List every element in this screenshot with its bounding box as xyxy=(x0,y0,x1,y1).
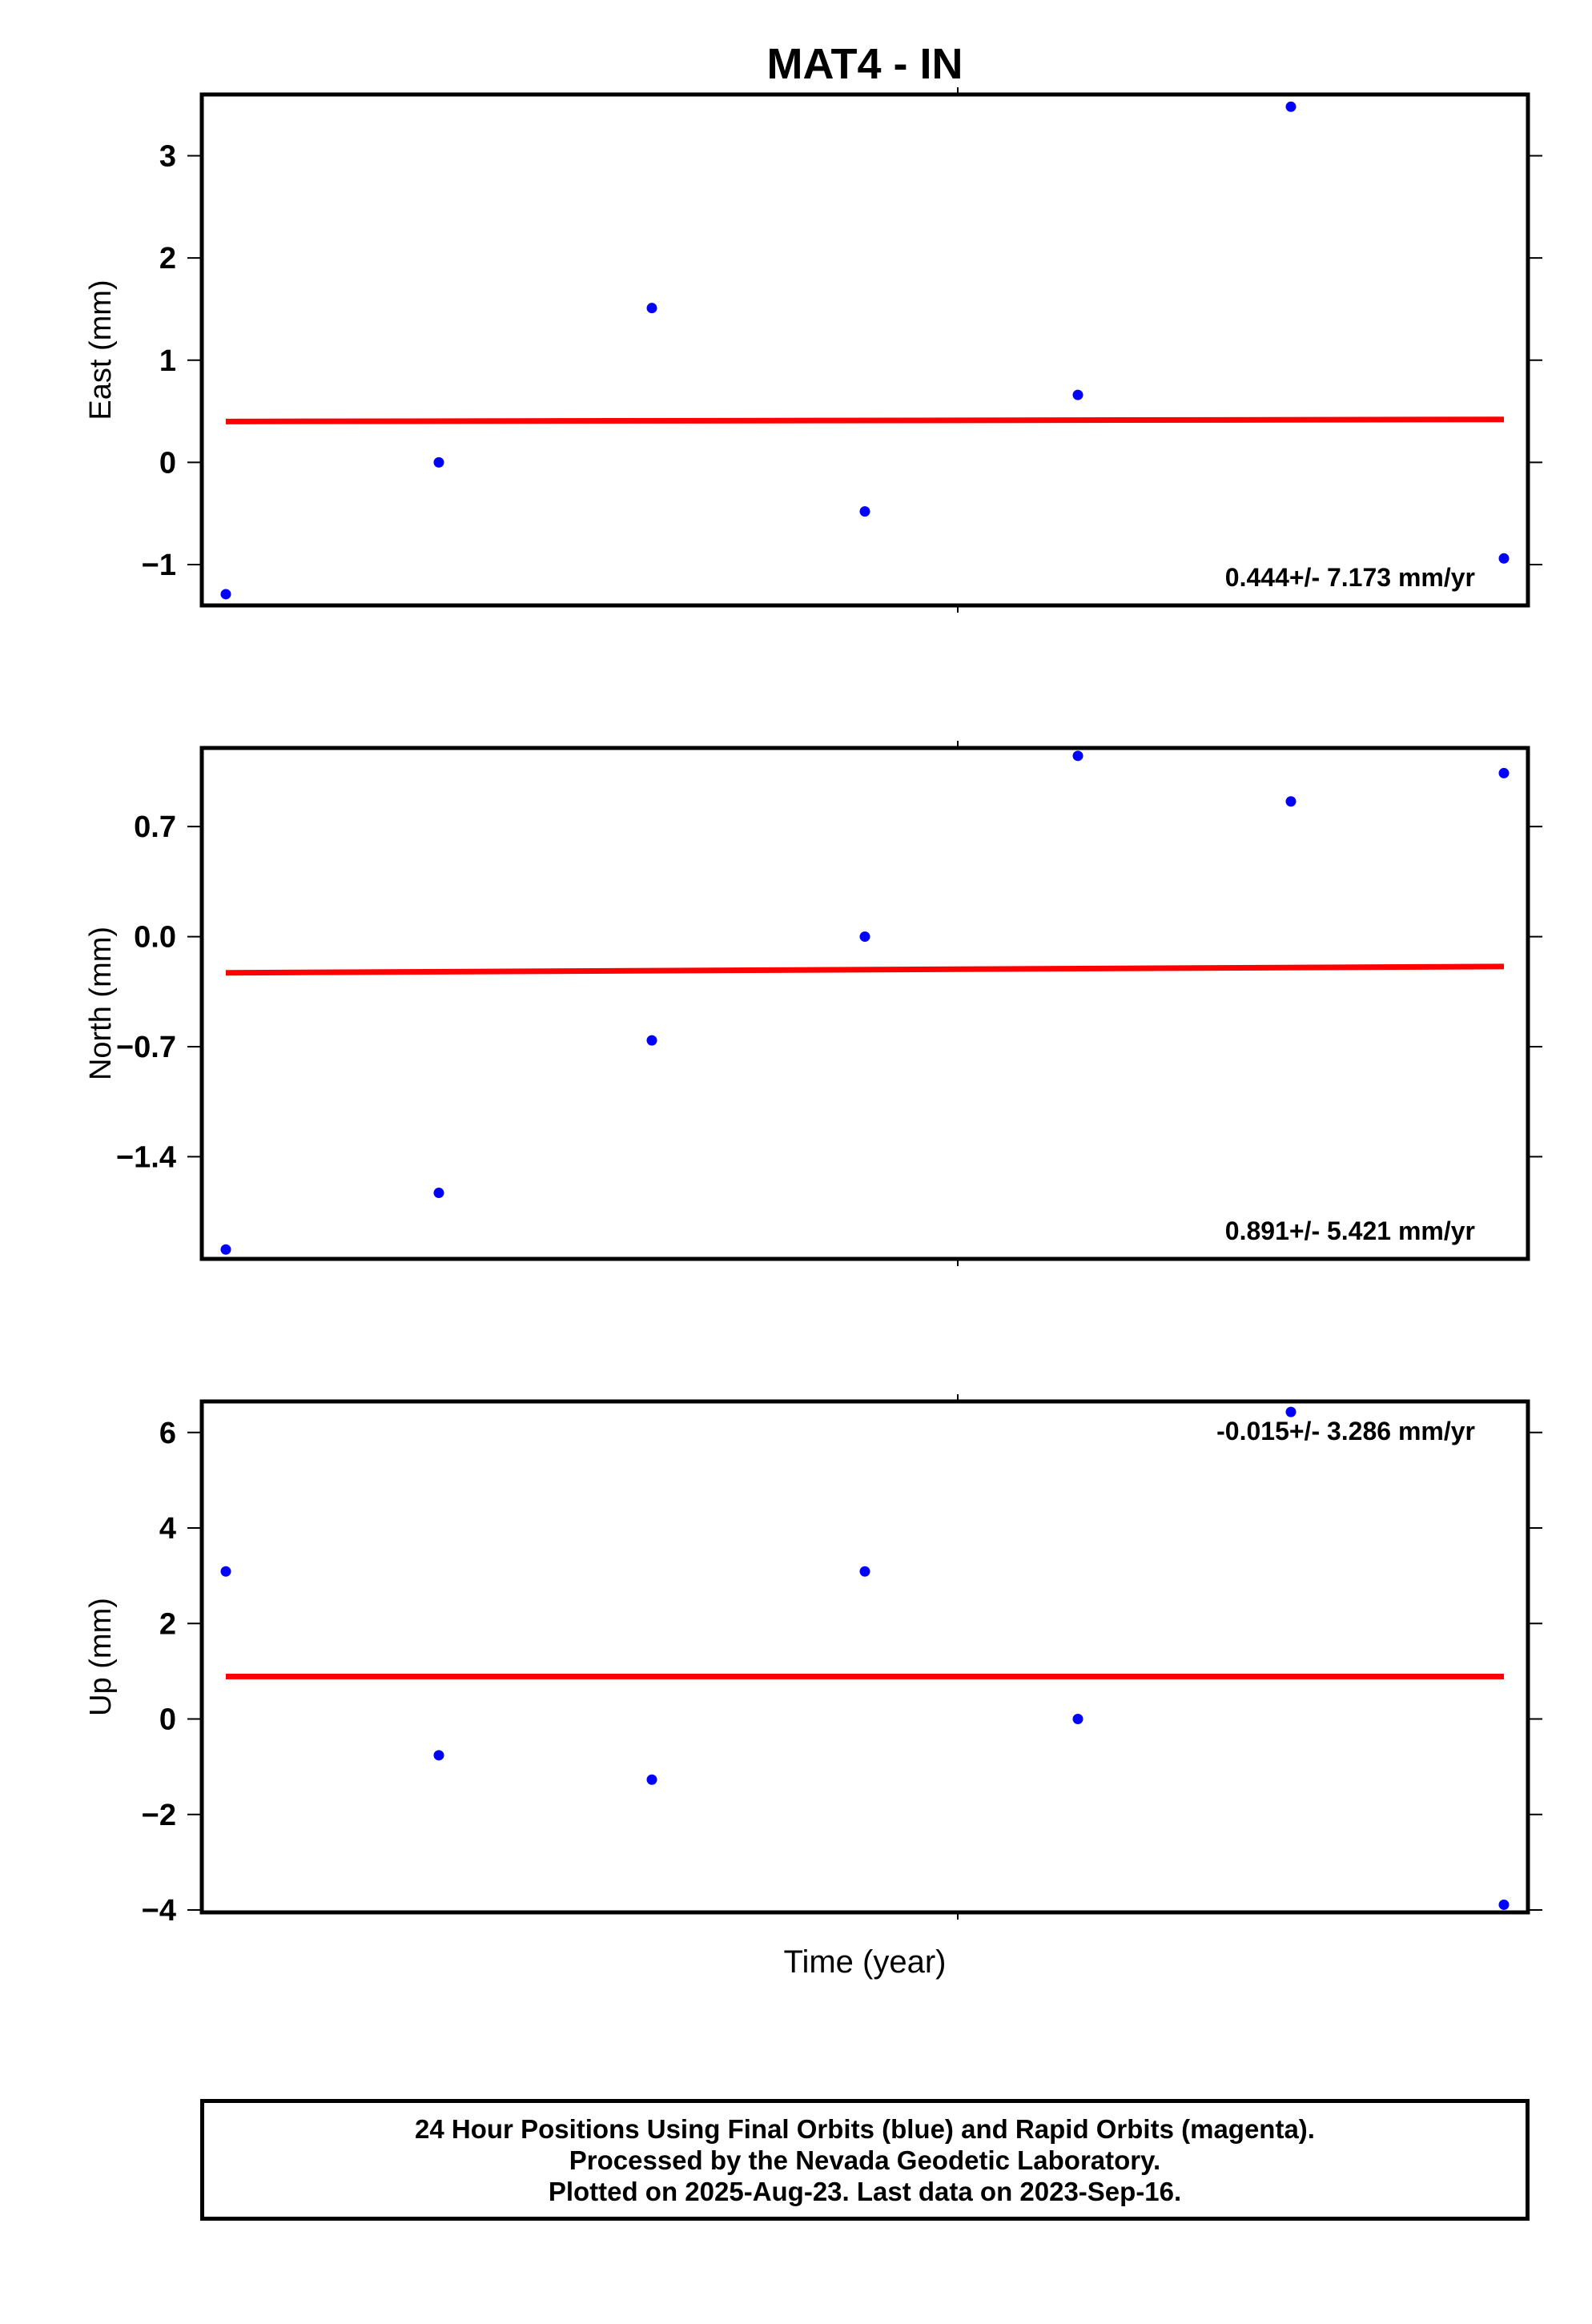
data-point xyxy=(1072,750,1083,762)
y-axis-label: North (mm) xyxy=(84,927,118,1080)
y-tick-label: 4 xyxy=(159,1512,176,1546)
data-point xyxy=(433,456,444,468)
velocity-rate-label: 0.444+/- 7.173 mm/yr xyxy=(1225,563,1475,592)
y-tick-label: 6 xyxy=(159,1417,176,1450)
footer-line-3: Plotted on 2025-Aug-23. Last data on 202… xyxy=(548,2176,1182,2206)
trend-line xyxy=(225,416,1505,424)
panel-1: 0.7 0.0 −0.7 −1.4 North (mm) 0.891+/- 5.421 m… xyxy=(84,741,1542,1266)
y-tick-label: −0.7 xyxy=(116,1031,176,1064)
footer-line-1: 24 Hour Positions Using Final Orbits (bl… xyxy=(415,2113,1315,2144)
data-point xyxy=(1285,796,1297,807)
data-point xyxy=(859,1566,870,1577)
data-point xyxy=(1285,101,1297,112)
x-axis-label: Time (year) xyxy=(784,1944,947,1980)
footer-box: 24 Hour Positions Using Final Orbits (bl… xyxy=(200,2099,1530,2221)
data-point xyxy=(1072,1714,1083,1725)
data-point xyxy=(1498,767,1510,778)
data-point xyxy=(859,506,870,517)
data-point xyxy=(1072,389,1083,400)
y-tick-label: 0.7 xyxy=(134,810,176,844)
data-point xyxy=(433,1750,444,1761)
data-point xyxy=(859,931,870,943)
data-point xyxy=(1498,1899,1510,1910)
y-tick-label: 2 xyxy=(159,242,176,275)
y-tick-label: 0 xyxy=(159,446,176,480)
y-axis-label: East (mm) xyxy=(84,279,118,420)
y-tick-label: −4 xyxy=(142,1894,176,1928)
panel-frame xyxy=(199,746,1530,1261)
panel-2: 6 4 2 0 −2 −4 Up (mm) -0.015+/- 3.286 mm/yr xyxy=(84,1394,1542,1928)
footer-line-2: Processed by the Nevada Geodetic Laborat… xyxy=(569,2145,1161,2175)
panel-0: 3 2 1 0 −1 East (mm) 0.444+/- 7.173 mm/yr xyxy=(84,87,1542,613)
data-point xyxy=(646,1035,657,1046)
y-tick-label: −1 xyxy=(142,549,176,582)
data-point xyxy=(220,1566,231,1577)
data-point xyxy=(1498,553,1510,564)
data-point xyxy=(220,1244,231,1255)
panel-frame xyxy=(199,1399,1530,1915)
trend-line xyxy=(225,963,1505,976)
data-point xyxy=(646,1774,657,1785)
y-tick-label: −1.4 xyxy=(116,1140,176,1174)
y-tick-label: −2 xyxy=(142,1799,176,1832)
data-point xyxy=(220,589,231,600)
data-point xyxy=(646,303,657,314)
velocity-rate-label: -0.015+/- 3.286 mm/yr xyxy=(1216,1417,1475,1445)
data-point xyxy=(433,1188,444,1199)
data-point xyxy=(1285,1406,1297,1417)
y-axis-label: Up (mm) xyxy=(84,1598,118,1716)
y-tick-label: 1 xyxy=(159,344,176,378)
y-tick-label: 2 xyxy=(159,1607,176,1641)
y-tick-label: 3 xyxy=(159,140,176,174)
chart-title: MAT4 - IN xyxy=(767,40,963,88)
y-tick-label: 0.0 xyxy=(134,921,176,955)
panel-frame xyxy=(199,92,1530,608)
y-tick-label: 0 xyxy=(159,1703,176,1737)
velocity-rate-label: 0.891+/- 5.421 mm/yr xyxy=(1225,1216,1475,1245)
